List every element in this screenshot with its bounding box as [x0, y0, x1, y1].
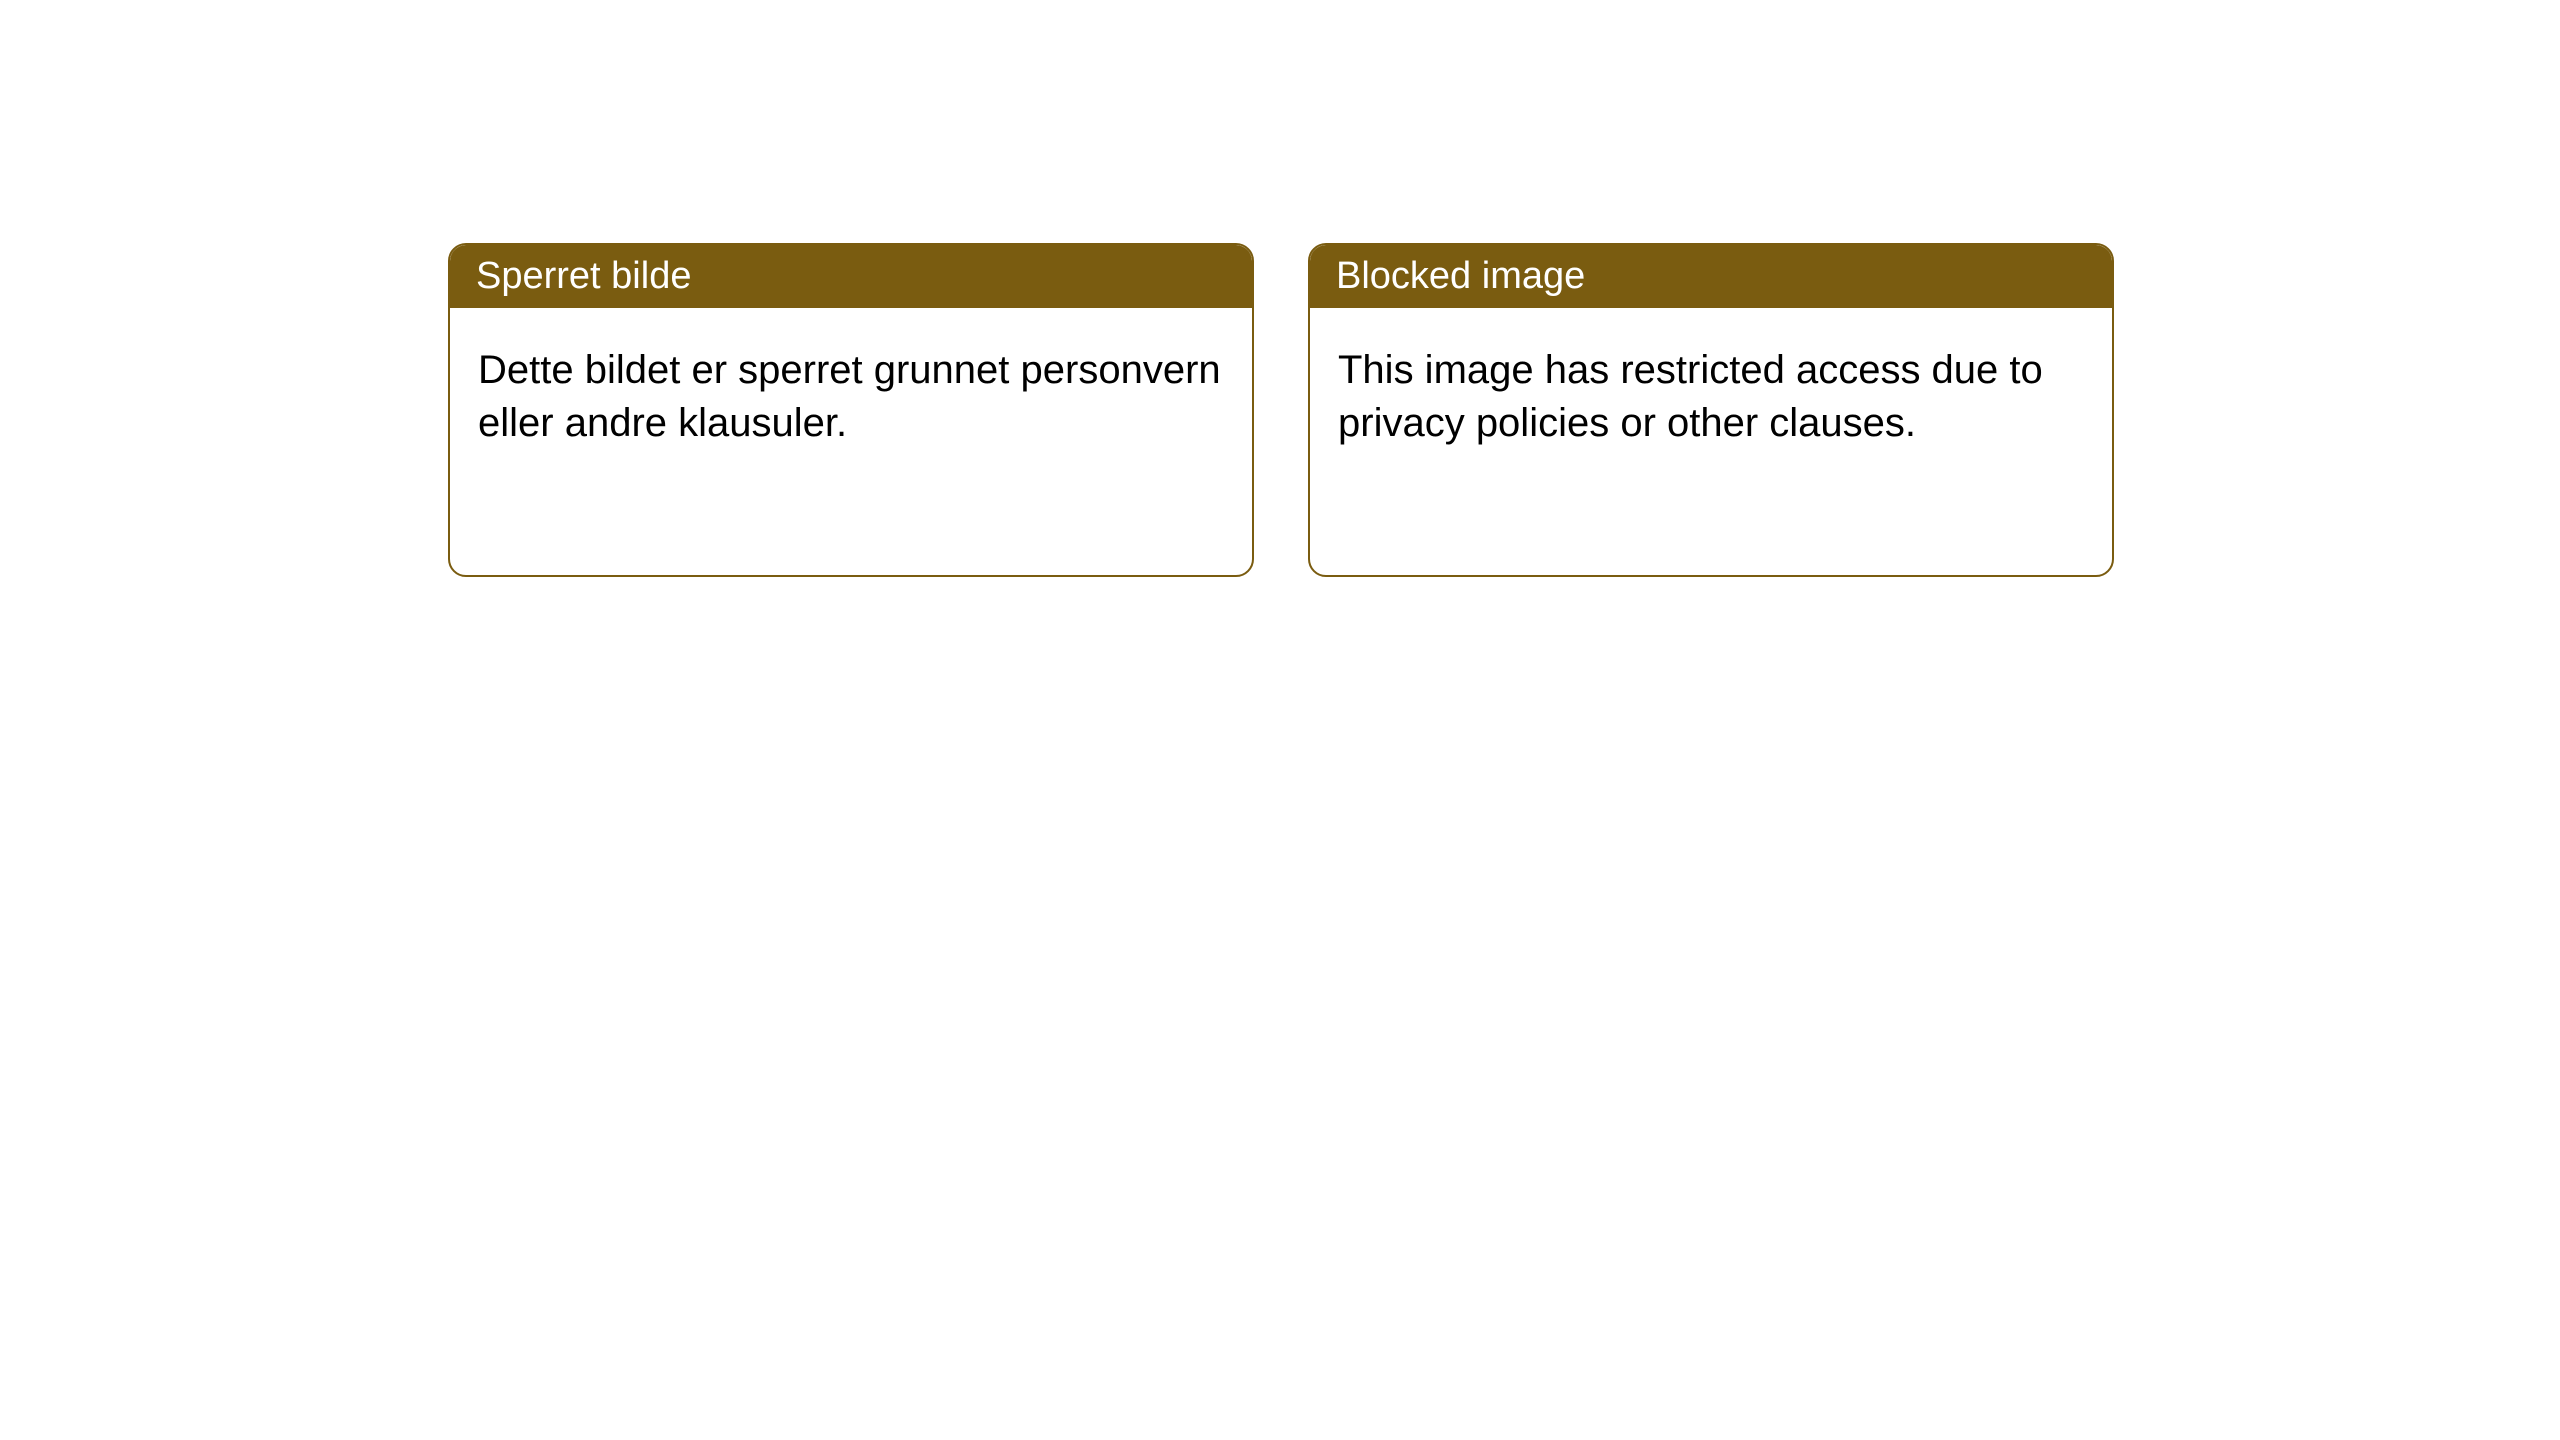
notice-title: Blocked image [1310, 245, 2112, 308]
blocked-image-notice-en: Blocked image This image has restricted … [1308, 243, 2114, 577]
notice-body: Dette bildet er sperret grunnet personve… [450, 308, 1252, 486]
blocked-image-notice-no: Sperret bilde Dette bildet er sperret gr… [448, 243, 1254, 577]
notice-body: This image has restricted access due to … [1310, 308, 2112, 486]
notice-title: Sperret bilde [450, 245, 1252, 308]
notice-container: Sperret bilde Dette bildet er sperret gr… [0, 0, 2560, 577]
